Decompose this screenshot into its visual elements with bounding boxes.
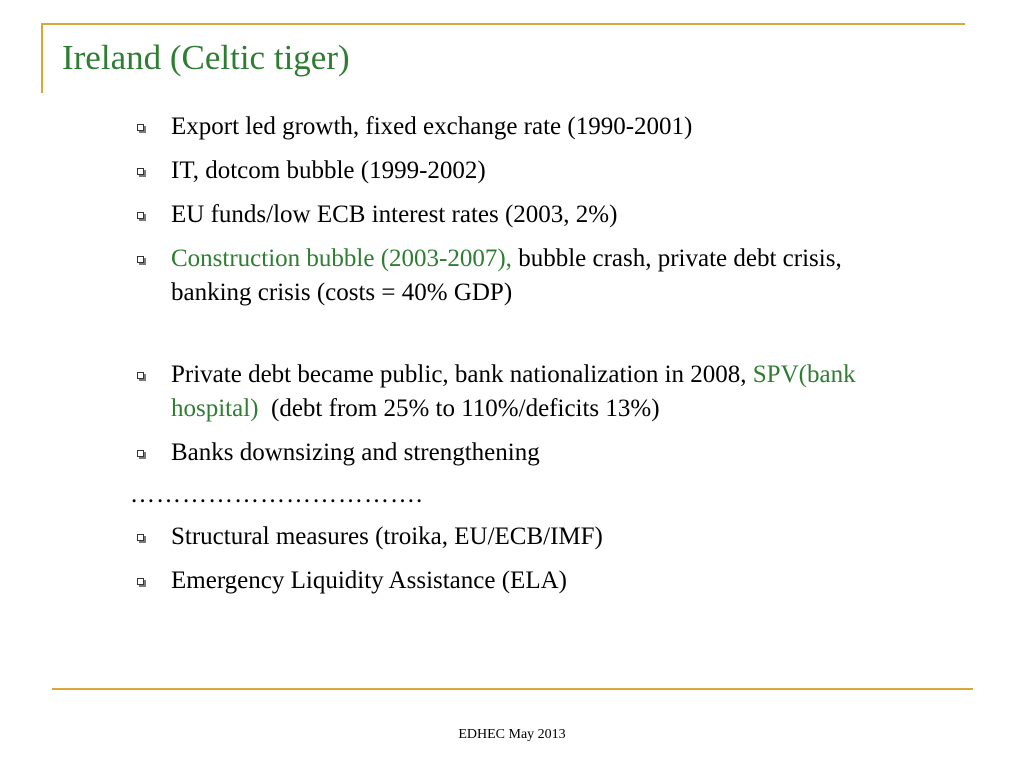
bullet-highlight-text: Construction bubble (2003-2007), bbox=[171, 245, 512, 272]
bullet-highlight-text: SPV(bank hospital) bbox=[171, 361, 856, 422]
bullet-text: Structural measures (troika, EU/ECB/IMF) bbox=[171, 523, 603, 550]
bottom-rule bbox=[52, 688, 973, 690]
bullet-item: EU funds/low ECB interest rates (2003, 2… bbox=[130, 198, 890, 232]
bullet-text: Emergency Liquidity Assistance (ELA) bbox=[171, 567, 567, 594]
bullet-list: Export led growth, fixed exchange rate (… bbox=[130, 110, 890, 598]
square-bullet-icon bbox=[137, 124, 144, 131]
bullet-text: EU funds/low ECB interest rates (2003, 2… bbox=[171, 201, 618, 228]
square-bullet-icon bbox=[137, 534, 144, 541]
square-bullet-icon bbox=[137, 256, 144, 263]
bullet-text: Banks downsizing and strengthening bbox=[171, 439, 540, 466]
bullet-item: Emergency Liquidity Assistance (ELA) bbox=[130, 564, 890, 598]
left-rule bbox=[41, 23, 43, 93]
bullet-text: Export led growth, fixed exchange rate (… bbox=[171, 113, 693, 140]
bullet-text: bubble crash, private debt crisis, banki… bbox=[171, 245, 842, 306]
bullet-item: Export led growth, fixed exchange rate (… bbox=[130, 110, 890, 144]
bullet-text: IT, dotcom bubble (1999-2002) bbox=[171, 157, 486, 184]
bullet-item: Banks downsizing and strengthening bbox=[130, 436, 890, 470]
bullet-item: IT, dotcom bubble (1999-2002) bbox=[130, 154, 890, 188]
bullet-item: Construction bubble (2003-2007), bubble … bbox=[130, 242, 890, 310]
bullet-item: Structural measures (troika, EU/ECB/IMF) bbox=[130, 520, 890, 554]
square-bullet-icon bbox=[137, 168, 144, 175]
square-bullet-icon bbox=[137, 372, 144, 379]
slide-title: Ireland (Celtic tiger) bbox=[62, 38, 350, 77]
square-bullet-icon bbox=[137, 578, 144, 585]
slide-footer: EDHEC May 2013 bbox=[458, 727, 566, 742]
square-bullet-icon bbox=[137, 450, 144, 457]
bullet-text: (debt from 25% to 110%/deficits 13%) bbox=[258, 395, 660, 422]
bullet-item: Private debt became public, bank nationa… bbox=[130, 358, 890, 426]
bullet-text: Private debt became public, bank nationa… bbox=[171, 361, 753, 388]
square-bullet-icon bbox=[137, 212, 144, 219]
separator-dots: ……………………………. bbox=[130, 481, 424, 508]
top-rule bbox=[41, 23, 965, 25]
